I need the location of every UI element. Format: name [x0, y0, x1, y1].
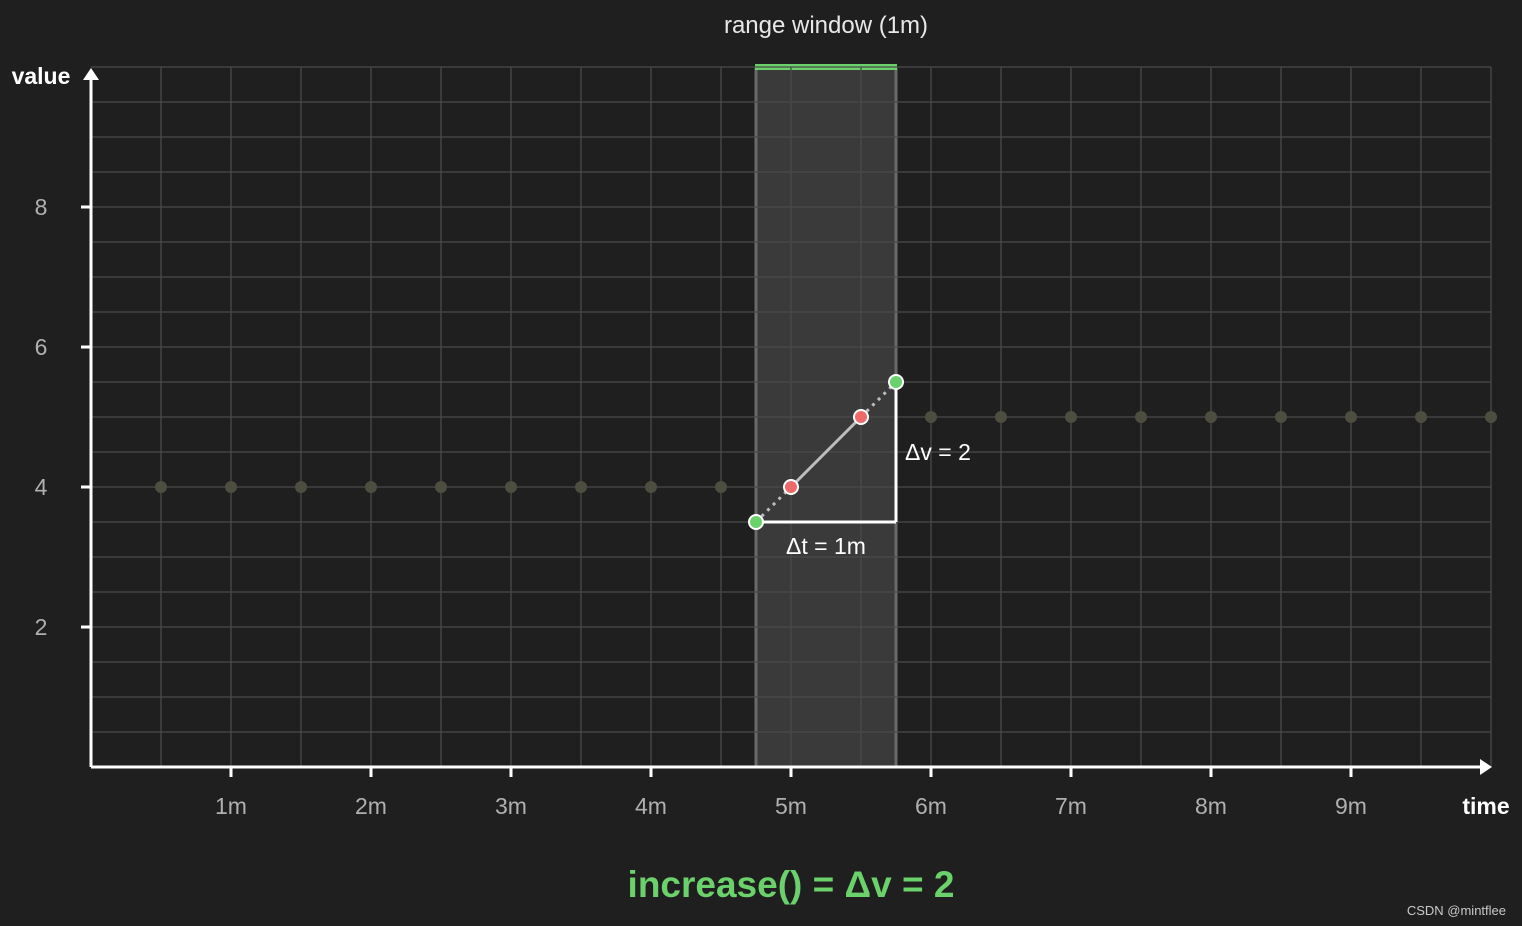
extrapolated-point: [748, 514, 764, 530]
y-axis-arrow-icon: [83, 68, 99, 80]
x-tick-label: 8m: [1195, 793, 1227, 819]
watermark: CSDN @mintflee: [1406, 903, 1506, 918]
window-sample-point: [853, 409, 869, 425]
x-tick-label: 1m: [215, 793, 247, 819]
background-sample-point: [155, 481, 167, 493]
x-tick-label: 2m: [355, 793, 387, 819]
delta-t-annotation: Δt = 1m: [786, 533, 866, 559]
x-tick-label: 9m: [1335, 793, 1367, 819]
background-sample-point: [1485, 411, 1497, 423]
background-sample-point: [1345, 411, 1357, 423]
delta-v-annotation: Δv = 2: [905, 439, 971, 465]
y-tick-label: 6: [35, 334, 48, 360]
y-axis-label: value: [12, 63, 71, 89]
background-sample-point: [1415, 411, 1427, 423]
x-tick-label: 6m: [915, 793, 947, 819]
background-sample-point: [1065, 411, 1077, 423]
x-tick-label: 5m: [775, 793, 807, 819]
x-axis-label: time: [1462, 793, 1509, 819]
background-sample-point: [435, 481, 447, 493]
x-tick-label: 4m: [635, 793, 667, 819]
labels-layer: value time Δv = 2 Δt = 1m: [12, 63, 1510, 819]
x-axis-arrow-icon: [1480, 759, 1492, 775]
background-sample-point: [1135, 411, 1147, 423]
y-tick-label: 4: [35, 474, 48, 500]
background-sample-point: [505, 481, 517, 493]
window-sample-point: [783, 479, 799, 495]
x-tick-label: 3m: [495, 793, 527, 819]
background-sample-point: [925, 411, 937, 423]
delta-triangle-layer: [754, 380, 898, 524]
background-sample-point: [365, 481, 377, 493]
ticks-layer: 1m 2m 3m 4m 5m 6m 7m 8m 9m 2 4 6 8: [35, 194, 1367, 819]
extrapolation-line-left: [754, 485, 793, 524]
y-tick-label: 8: [35, 194, 48, 220]
extrapolation-line-right: [859, 380, 898, 419]
extrapolated-point: [888, 374, 904, 390]
background-sample-point: [715, 481, 727, 493]
increase-formula-caption: increase() = Δv = 2: [627, 864, 955, 905]
background-sample-point: [995, 411, 1007, 423]
background-sample-point: [225, 481, 237, 493]
points-layer: [155, 374, 1497, 530]
y-tick-label: 2: [35, 614, 48, 640]
sample-slope-line: [789, 415, 863, 489]
background-sample-point: [295, 481, 307, 493]
background-sample-point: [575, 481, 587, 493]
background-sample-point: [1205, 411, 1217, 423]
x-tick-label: 7m: [1055, 793, 1087, 819]
axes-layer: [83, 68, 1492, 775]
background-sample-point: [1275, 411, 1287, 423]
range-window-title: range window (1m): [723, 12, 929, 39]
background-sample-point: [645, 481, 657, 493]
